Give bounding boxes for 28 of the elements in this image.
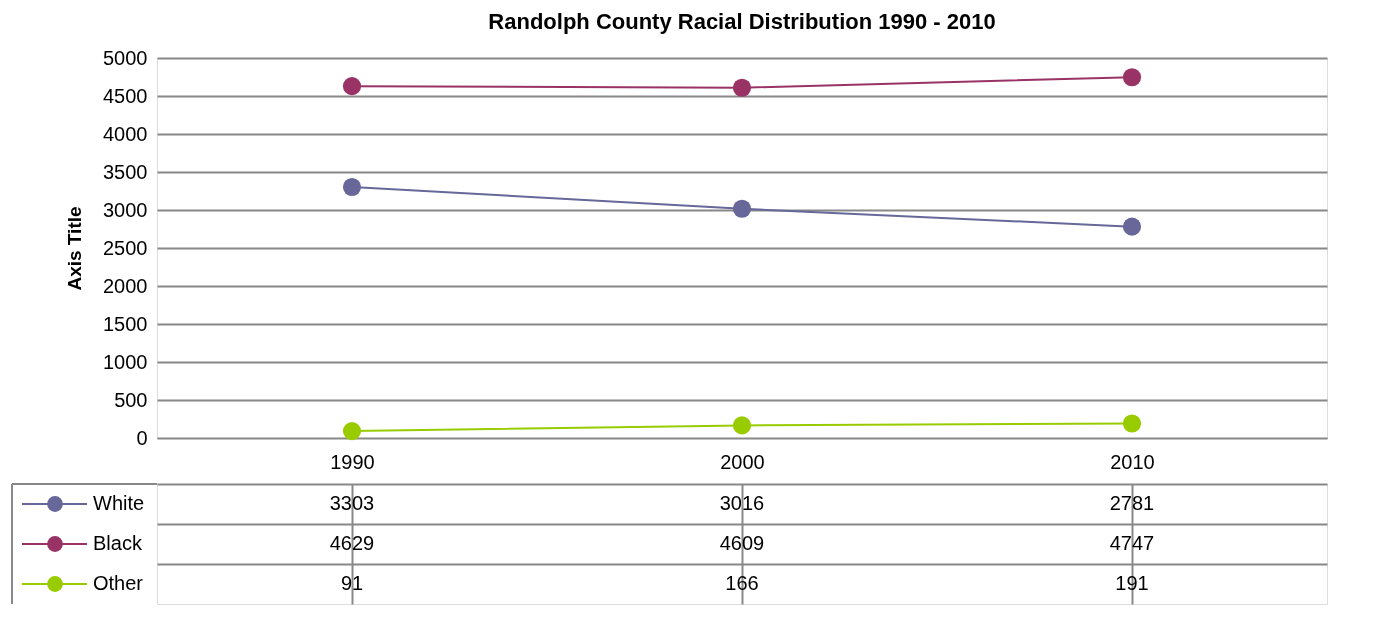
y-tick-label: 3000 [103,198,148,221]
y-tick-label: 4000 [103,122,148,145]
y-tick-label: 4500 [103,84,148,107]
x-tick-label: 2010 [1110,450,1155,473]
data-label: 166 [725,572,759,594]
x-tick-label: 2000 [720,450,765,473]
data-label: 4629 [329,532,375,554]
data-label: 3016 [719,492,765,514]
x-tick-label: 1990 [330,450,375,473]
y-tick-label: 2000 [103,274,148,297]
y-tick-label: 500 [114,388,148,411]
y-tick-label: 1000 [103,350,148,373]
y-tick-label: 5000 [103,46,148,69]
data-label: 3303 [329,492,375,514]
data-label: 4609 [719,532,765,554]
data-label: 91 [340,572,364,594]
legend-label: White [93,492,145,514]
chart-title: Randolph County Racial Distribution 1990 - 2010 [488,9,996,34]
y-tick-label: 0 [136,426,148,449]
y-tick-label: 3500 [103,160,148,183]
y-tick-label: 2500 [103,236,148,259]
y-axis-title: Axis Title [64,206,86,291]
legend-label: Other [93,572,144,594]
data-label: 191 [1115,572,1149,594]
data-label: 2781 [1109,492,1155,514]
data-label: 4747 [1109,532,1155,554]
legend-label: Black [93,532,143,554]
y-tick-label: 1500 [103,312,148,335]
